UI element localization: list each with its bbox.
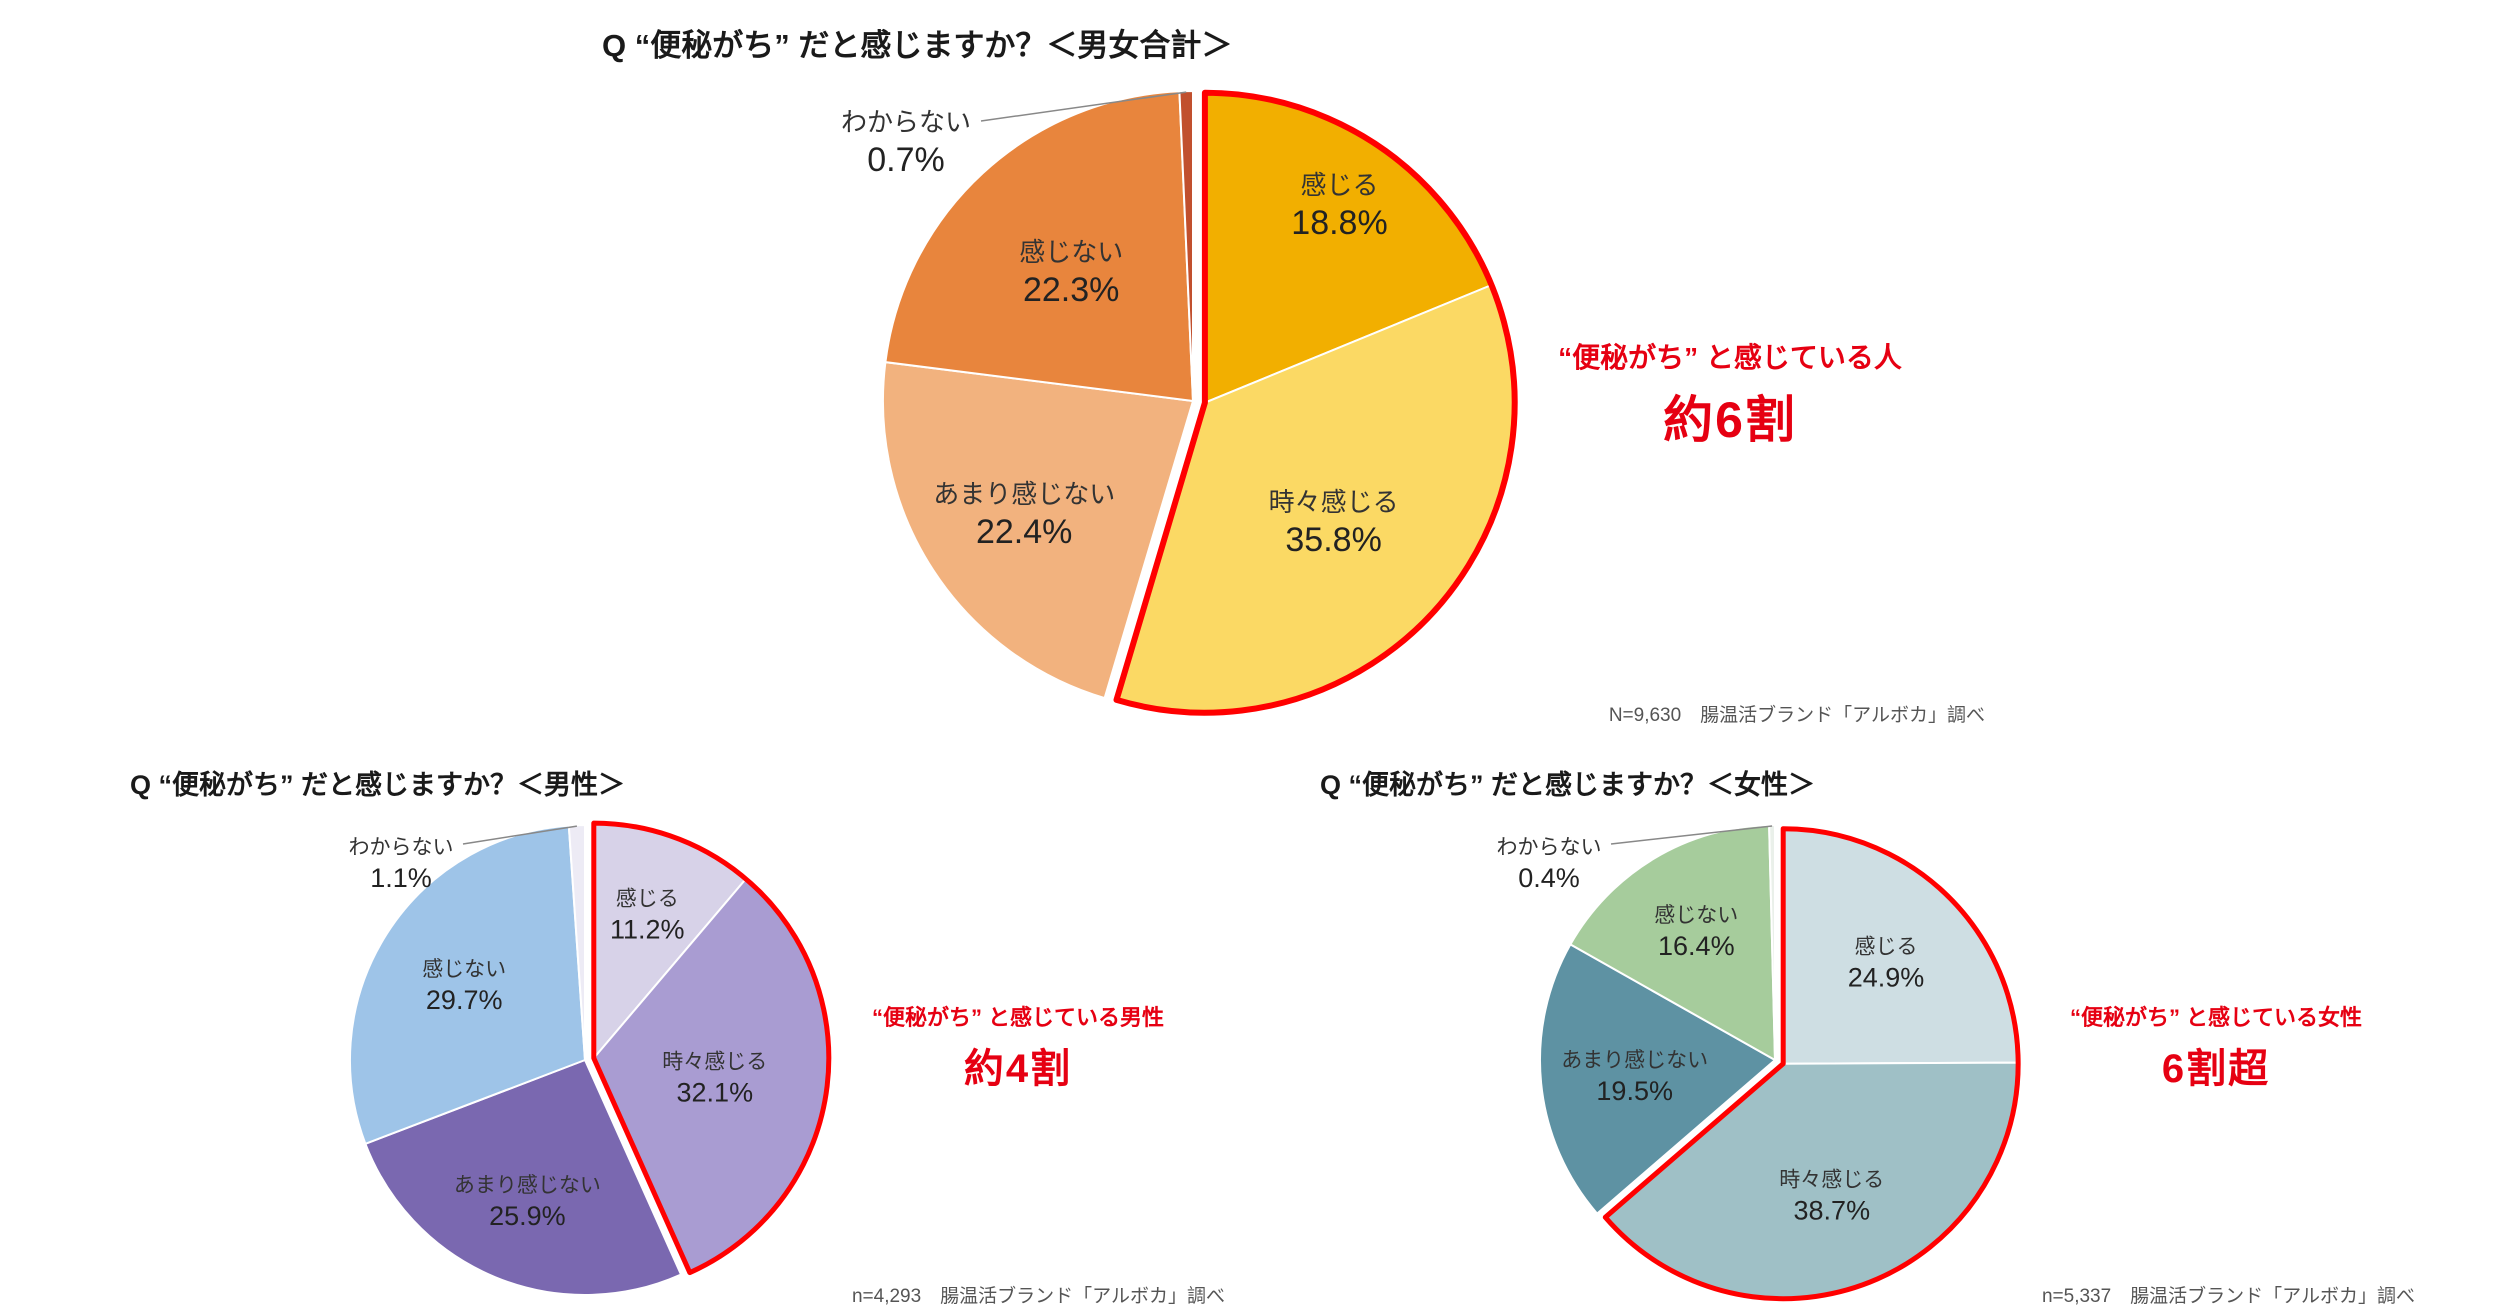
chart-title-male: Q “便秘がち” だと感じますか？＜男性＞ xyxy=(130,770,626,800)
slice-percent: 22.3% xyxy=(1023,271,1119,309)
slice-percent: 16.4% xyxy=(1658,931,1735,961)
annotation-female: “便秘がち” と感じている女性 6割超 xyxy=(2026,1000,2406,1094)
pie-slice xyxy=(1768,823,1776,1061)
annotation-female-text: “便秘がち” と感じている女性 xyxy=(2069,1005,2363,1030)
annotation-male-value: 約4割 xyxy=(963,1047,1073,1091)
annotation-male-text: “便秘がち” と感じている男性 xyxy=(871,1005,1165,1030)
slice-label: あまり感じない xyxy=(454,1174,601,1197)
slice-label: 感じる xyxy=(1855,936,1918,959)
pie-slice xyxy=(1569,824,1777,1062)
slice-percent: 18.8% xyxy=(1291,204,1387,242)
slice-label: 感じる xyxy=(1300,170,1378,200)
slice-label: 感じる xyxy=(616,888,679,911)
slice-percent: 0.7% xyxy=(867,141,945,179)
annotation-female-value: 6割超 xyxy=(2161,1047,2271,1091)
slice-label: わからない xyxy=(349,836,454,859)
slice-label: 時々感じる xyxy=(1269,487,1399,517)
chart-title-female: Q “便秘がち” だと感じますか？＜女性＞ xyxy=(1320,770,1816,800)
highlight-outline xyxy=(1602,826,2021,1302)
pie-slice xyxy=(1539,943,1777,1216)
leader-line xyxy=(1610,825,1773,845)
slice-percent: 32.1% xyxy=(677,1077,754,1107)
caption-total: N=9,630 腸温活ブランド「アルボカ」調べ xyxy=(1608,705,1985,726)
pie-slice xyxy=(884,90,1195,403)
slice-label: 時々感じる xyxy=(662,1050,767,1073)
slice-percent: 29.7% xyxy=(426,985,503,1015)
chart-title-total: Q “便秘がち” だと感じますか？＜男女合計＞ xyxy=(602,28,1233,63)
slice-percent: 38.7% xyxy=(1794,1196,1871,1226)
slice-label: あまり感じない xyxy=(1561,1049,1708,1072)
highlight-outline xyxy=(1113,89,1518,716)
slice-label: あまり感じない xyxy=(933,479,1115,509)
slice-percent: 25.9% xyxy=(489,1201,566,1231)
pie-chart-female: 感じる 24.9% 時々感じる 38.7% あまり感じない 19.5% 感じない 16.4% わ… xyxy=(1497,823,2021,1302)
slice-label: 感じない xyxy=(1654,904,1738,927)
pie-slice xyxy=(364,1058,683,1297)
leader-line xyxy=(980,91,1187,122)
slice-label: わからない xyxy=(841,107,971,137)
annotation-total-value: 約6割 xyxy=(1663,392,1797,448)
annotation-total-text: “便秘がち” と感じている人 xyxy=(1558,342,1902,373)
slice-percent: 24.9% xyxy=(1848,963,1925,993)
slice-percent: 11.2% xyxy=(610,915,685,945)
slice-label: 時々感じる xyxy=(1779,1169,1884,1192)
slice-percent: 19.5% xyxy=(1596,1076,1673,1106)
annotation-male: “便秘がち” と感じている男性 約4割 xyxy=(828,1000,1208,1094)
caption-female: n=5,337 腸温活ブランド「アルボカ」調べ xyxy=(2041,1286,2415,1307)
pie-chart-total: 感じる 18.8% 時々感じる 35.8% あまり感じない 22.4% 感じない 22.3% わ… xyxy=(841,89,1518,716)
slice-percent: 35.8% xyxy=(1285,521,1381,559)
pie-chart-male: 感じる 11.2% 時々感じる 32.1% あまり感じない 25.9% 感じない 29.7% わ… xyxy=(349,820,832,1297)
slice-percent: 1.1% xyxy=(370,863,432,893)
pie-slice xyxy=(567,823,586,1061)
caption-male: n=4,293 腸温活ブランド「アルボカ」調べ xyxy=(851,1286,1225,1307)
pie-slice xyxy=(1178,89,1194,402)
annotation-total: “便秘がち” と感じている人 約6割 xyxy=(1480,336,1980,452)
highlight-outline xyxy=(591,820,832,1276)
slice-percent: 0.4% xyxy=(1518,863,1580,893)
pie-slice xyxy=(881,360,1195,700)
slice-percent: 22.4% xyxy=(976,513,1072,551)
leader-line xyxy=(462,825,578,845)
slice-label: 感じない xyxy=(1019,237,1123,267)
slice-label: わからない xyxy=(1497,836,1602,859)
slice-label: 感じない xyxy=(422,958,506,981)
